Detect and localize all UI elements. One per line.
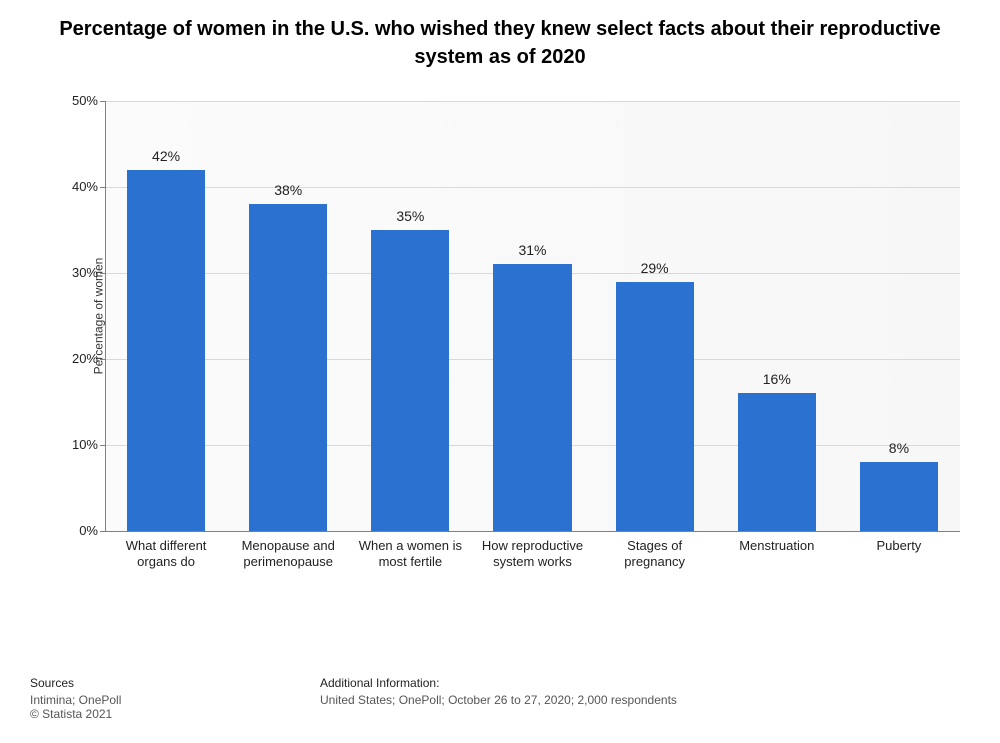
y-tick-label: 10% [30, 438, 98, 451]
y-tick-label: 30% [30, 266, 98, 279]
footer-sources: Sources Intimina; OnePoll © Statista 202… [30, 676, 320, 721]
bar: 38% [249, 204, 327, 531]
chart-area: Percentage of women 42%38%35%31%29%16%8%… [30, 96, 970, 606]
y-tick-label: 20% [30, 352, 98, 365]
footer-additional: Additional Information: United States; O… [320, 676, 970, 721]
y-tick-mark [100, 531, 105, 532]
chart-footer: Sources Intimina; OnePoll © Statista 202… [30, 676, 970, 721]
bar-value-label: 31% [518, 242, 546, 258]
bar: 29% [616, 282, 694, 531]
x-tick-label: Menstruation [720, 538, 834, 554]
x-tick-label: Stages of pregnancy [598, 538, 712, 571]
bar: 16% [738, 393, 816, 531]
y-tick-mark [100, 273, 105, 274]
y-tick-mark [100, 359, 105, 360]
bar-value-label: 16% [763, 371, 791, 387]
sources-heading: Sources [30, 676, 320, 690]
bar-value-label: 8% [889, 440, 909, 456]
y-tick-label: 40% [30, 180, 98, 193]
y-tick-mark [100, 445, 105, 446]
chart-title: Percentage of women in the U.S. who wish… [50, 15, 950, 71]
chart-container: Percentage of women in the U.S. who wish… [0, 0, 1000, 743]
bar-value-label: 29% [641, 260, 669, 276]
x-tick-label: When a women is most fertile [353, 538, 467, 571]
additional-text: United States; OnePoll; October 26 to 27… [320, 693, 970, 707]
bar: 31% [493, 264, 571, 531]
bar-value-label: 35% [396, 208, 424, 224]
x-axis-line [105, 531, 960, 532]
bar-value-label: 38% [274, 182, 302, 198]
bar: 42% [127, 170, 205, 531]
x-tick-label: Menopause and perimenopause [231, 538, 345, 571]
bar: 35% [371, 230, 449, 531]
x-tick-label: What different organs do [109, 538, 223, 571]
y-tick-mark [100, 101, 105, 102]
x-tick-label: Puberty [842, 538, 956, 554]
y-tick-label: 50% [30, 94, 98, 107]
y-tick-label: 0% [30, 524, 98, 537]
bars-layer: 42% 38% 35% 31% 29% 16% 8% [105, 101, 960, 531]
x-tick-label: How reproductive system works [475, 538, 589, 571]
sources-line-1: Intimina; OnePoll [30, 693, 320, 707]
sources-line-2: © Statista 2021 [30, 707, 320, 721]
y-tick-mark [100, 187, 105, 188]
bar-value-label: 42% [152, 148, 180, 164]
additional-heading: Additional Information: [320, 676, 970, 690]
bar: 8% [860, 462, 938, 531]
